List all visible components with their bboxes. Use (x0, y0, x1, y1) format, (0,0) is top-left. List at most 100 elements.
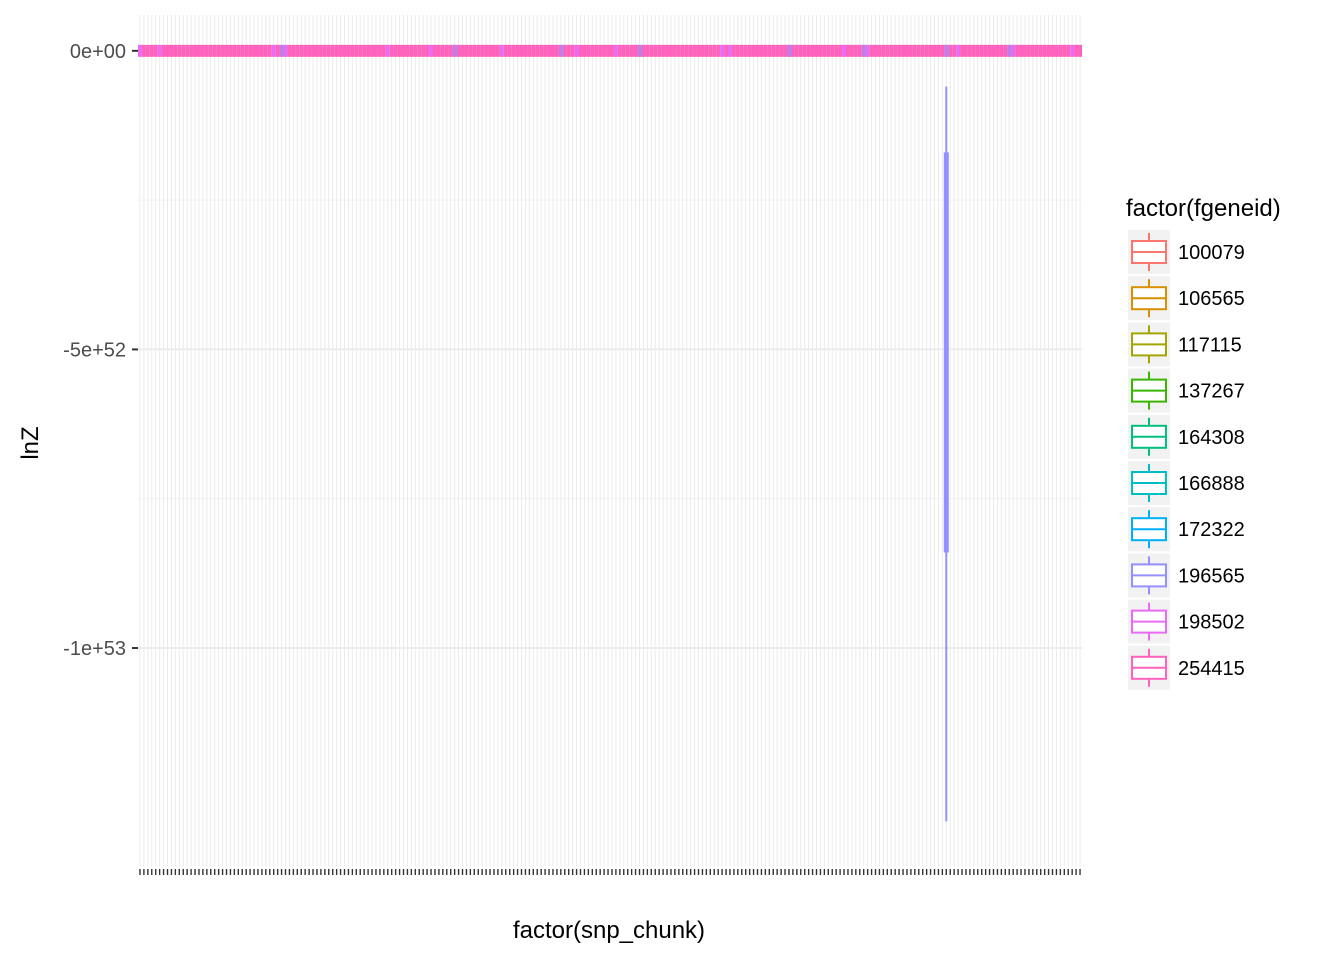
legend-label: 106565 (1178, 288, 1245, 310)
box-near-zero (979, 44, 984, 57)
box-near-zero (987, 44, 992, 57)
box-near-zero (315, 44, 319, 57)
legend-label: 196565 (1178, 565, 1245, 587)
panel-background (138, 15, 1082, 866)
legend-label: 172322 (1178, 519, 1245, 541)
box-near-zero (220, 44, 225, 57)
box-near-zero (625, 44, 630, 57)
box-near-zero (271, 44, 276, 57)
box-near-zero (472, 44, 477, 57)
box-near-zero (873, 44, 878, 57)
box-near-zero (735, 44, 740, 57)
box-near-zero (751, 44, 756, 57)
box-near-zero (645, 44, 650, 57)
box-near-zero (763, 44, 768, 57)
box-near-zero (952, 44, 957, 57)
box-near-zero (539, 44, 544, 57)
box-near-zero (157, 44, 162, 57)
box-near-zero (244, 44, 249, 57)
box-near-zero (783, 44, 787, 57)
box-near-zero (771, 44, 776, 57)
box-near-zero (590, 44, 595, 57)
y-tick-label: 0e+00 (70, 41, 126, 63)
box-near-zero (889, 44, 894, 57)
box-near-zero (216, 44, 221, 57)
box-near-zero (275, 44, 280, 57)
box-near-zero (185, 44, 190, 57)
box-near-zero (232, 44, 237, 57)
box-near-zero (287, 44, 292, 57)
box-near-zero (338, 44, 343, 57)
box-near-zero (672, 44, 677, 57)
box-near-zero (161, 44, 166, 57)
box-near-zero (507, 44, 512, 57)
box-near-zero (602, 44, 607, 57)
box-near-zero (169, 44, 174, 57)
box-near-zero (318, 44, 323, 57)
box-near-zero (708, 44, 713, 57)
box-near-zero (908, 44, 913, 57)
box-near-zero (779, 44, 784, 57)
plot-panel (138, 15, 1082, 866)
box-near-zero (617, 44, 622, 57)
box-near-zero (657, 44, 662, 57)
box-near-zero (794, 44, 799, 57)
box-body (943, 152, 949, 553)
y-tick-label: -5e+52 (63, 339, 126, 361)
box-near-zero (429, 44, 433, 57)
box-near-zero (141, 44, 146, 57)
box-near-zero (1003, 44, 1008, 57)
box-near-zero (916, 44, 921, 57)
box-near-zero (967, 44, 972, 57)
box-near-zero (1023, 44, 1027, 57)
box-near-zero (842, 44, 846, 57)
box-near-zero (838, 44, 843, 57)
box-near-zero (259, 44, 264, 57)
box-near-zero (436, 44, 441, 57)
box-near-zero (712, 44, 717, 57)
box-near-zero (728, 44, 732, 57)
box-near-zero (830, 44, 835, 57)
box-near-zero (252, 44, 256, 57)
box-near-zero (417, 44, 422, 57)
box-near-zero (181, 44, 186, 57)
box-near-zero (535, 44, 540, 57)
box-near-zero (488, 44, 492, 57)
box-near-zero (606, 44, 610, 57)
box-near-zero (1034, 44, 1039, 57)
box-near-zero (228, 44, 233, 57)
box-near-zero (826, 44, 831, 57)
box-near-zero-alt (452, 44, 458, 57)
box-near-zero (208, 44, 213, 57)
box-near-zero (633, 44, 638, 57)
box-near-zero (1054, 44, 1059, 57)
box-near-zero (499, 44, 504, 57)
box-near-zero (893, 44, 898, 57)
box-near-zero (846, 44, 850, 57)
box-near-zero (1078, 44, 1082, 57)
box-near-zero (680, 44, 685, 57)
y-axis-title: lnZ (17, 426, 44, 459)
box-near-zero (885, 44, 890, 57)
box-near-zero-alt (637, 44, 643, 57)
box-near-zero (649, 44, 654, 57)
box-near-zero (358, 44, 363, 57)
box-near-zero (464, 44, 469, 57)
box-near-zero-alt (787, 44, 793, 57)
box-near-zero (484, 44, 489, 57)
box-near-zero (444, 44, 449, 57)
box-near-zero (582, 44, 587, 57)
box-near-zero (476, 44, 481, 57)
box-near-zero (1062, 44, 1067, 57)
box-near-zero (869, 44, 874, 57)
box-near-zero (1046, 44, 1051, 57)
box-near-zero (145, 44, 150, 57)
box-near-zero (511, 44, 516, 57)
box-near-zero (629, 44, 634, 57)
box-near-zero (551, 44, 555, 57)
legend-label: 166888 (1178, 473, 1245, 495)
box-near-zero (920, 44, 925, 57)
box-near-zero (515, 44, 520, 57)
box-near-zero (775, 44, 780, 57)
box-near-zero (346, 44, 351, 57)
